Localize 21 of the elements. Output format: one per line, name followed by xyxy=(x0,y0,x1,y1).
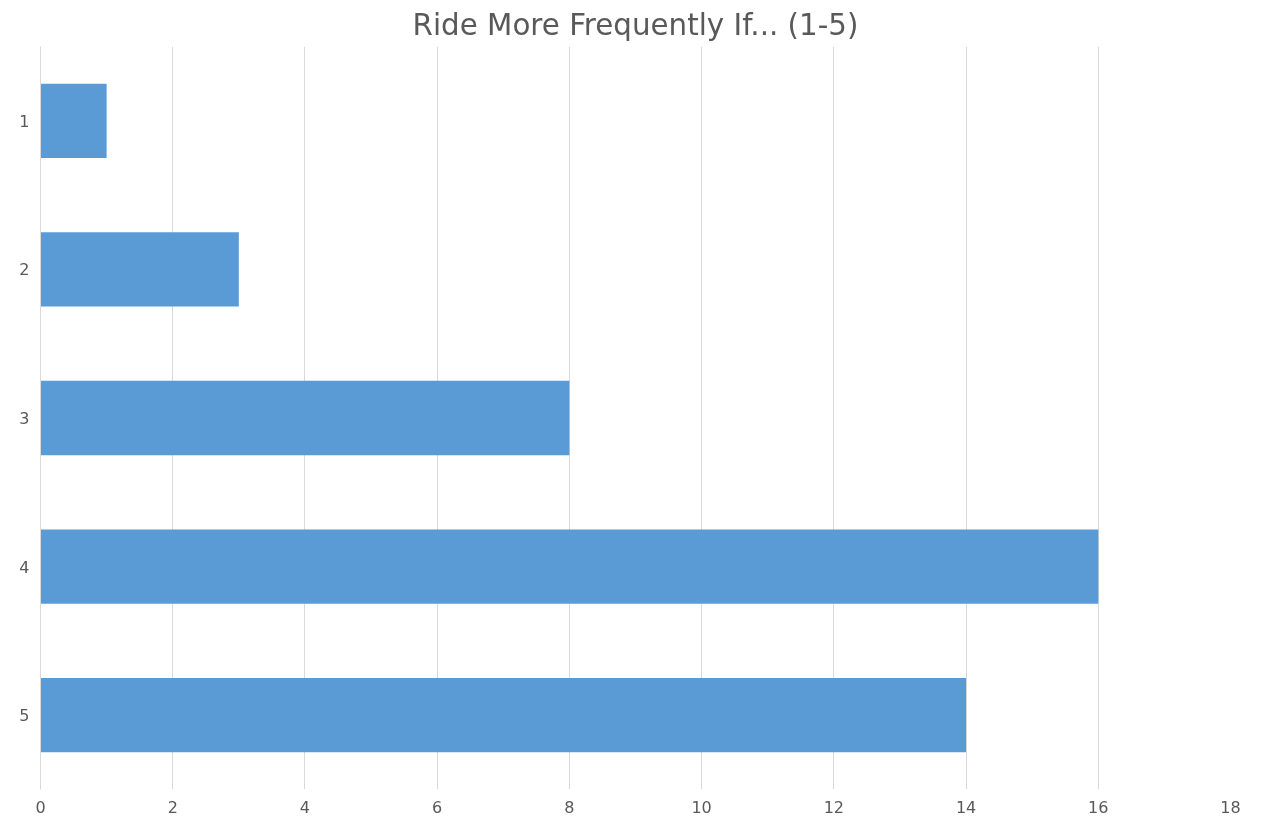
x-tick-label: 14 xyxy=(955,797,977,817)
x-tick-label: 12 xyxy=(823,797,845,817)
y-tick-label: 5 xyxy=(19,706,30,726)
x-tick-label: 18 xyxy=(1220,797,1241,817)
y-tick-label: 2 xyxy=(19,260,30,280)
x-tick-label: 0 xyxy=(35,797,46,817)
bar xyxy=(40,678,967,753)
bar xyxy=(40,232,239,307)
y-tick-label: 4 xyxy=(19,557,30,577)
bar xyxy=(40,83,107,158)
chart-title: Ride More Frequently If... (1-5) xyxy=(412,7,859,42)
x-tick-label: 10 xyxy=(691,797,712,817)
x-tick-label: 4 xyxy=(299,797,311,817)
y-tick-label: 3 xyxy=(19,409,30,428)
x-tick-label: 2 xyxy=(167,797,178,817)
y-tick-label: 1 xyxy=(19,111,30,131)
x-tick-label: 6 xyxy=(432,797,443,817)
bar xyxy=(40,380,570,456)
x-tick-label: 8 xyxy=(564,797,575,817)
bar xyxy=(40,529,1099,604)
x-tick-label: 16 xyxy=(1088,797,1109,817)
